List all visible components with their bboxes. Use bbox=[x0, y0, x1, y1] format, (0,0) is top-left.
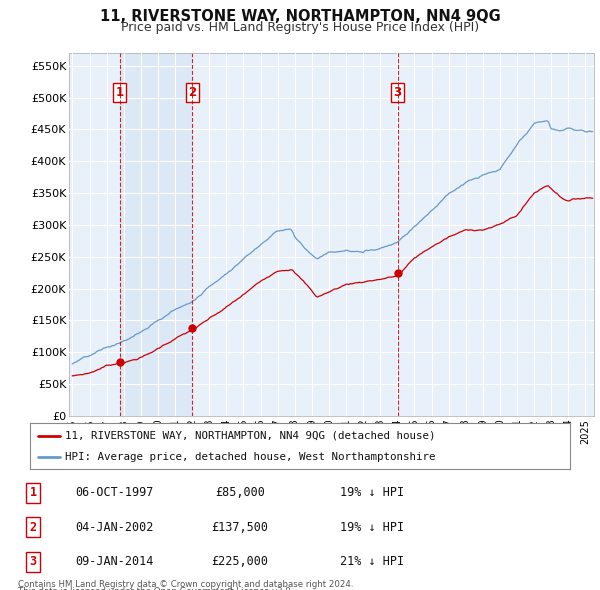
Text: £137,500: £137,500 bbox=[212, 521, 269, 534]
Text: 1: 1 bbox=[29, 486, 37, 499]
Text: 11, RIVERSTONE WAY, NORTHAMPTON, NN4 9QG (detached house): 11, RIVERSTONE WAY, NORTHAMPTON, NN4 9QG… bbox=[65, 431, 436, 441]
Text: 11, RIVERSTONE WAY, NORTHAMPTON, NN4 9QG: 11, RIVERSTONE WAY, NORTHAMPTON, NN4 9QG bbox=[100, 9, 500, 24]
Bar bbox=[120, 53, 192, 416]
Text: 09-JAN-2014: 09-JAN-2014 bbox=[75, 555, 153, 568]
Text: £225,000: £225,000 bbox=[212, 555, 269, 568]
Text: Price paid vs. HM Land Registry's House Price Index (HPI): Price paid vs. HM Land Registry's House … bbox=[121, 21, 479, 34]
Text: This data is licensed under the Open Government Licence v3.0.: This data is licensed under the Open Gov… bbox=[18, 587, 293, 590]
Text: Contains HM Land Registry data © Crown copyright and database right 2024.: Contains HM Land Registry data © Crown c… bbox=[18, 580, 353, 589]
Text: 06-OCT-1997: 06-OCT-1997 bbox=[75, 486, 153, 499]
Text: 04-JAN-2002: 04-JAN-2002 bbox=[75, 521, 153, 534]
Text: 19% ↓ HPI: 19% ↓ HPI bbox=[340, 521, 404, 534]
Text: 19% ↓ HPI: 19% ↓ HPI bbox=[340, 486, 404, 499]
Text: 3: 3 bbox=[29, 555, 37, 568]
Text: £85,000: £85,000 bbox=[215, 486, 265, 499]
Text: HPI: Average price, detached house, West Northamptonshire: HPI: Average price, detached house, West… bbox=[65, 452, 436, 462]
Text: 2: 2 bbox=[188, 86, 196, 99]
Text: 21% ↓ HPI: 21% ↓ HPI bbox=[340, 555, 404, 568]
Text: 1: 1 bbox=[116, 86, 124, 99]
Text: 3: 3 bbox=[394, 86, 402, 99]
Text: 2: 2 bbox=[29, 521, 37, 534]
